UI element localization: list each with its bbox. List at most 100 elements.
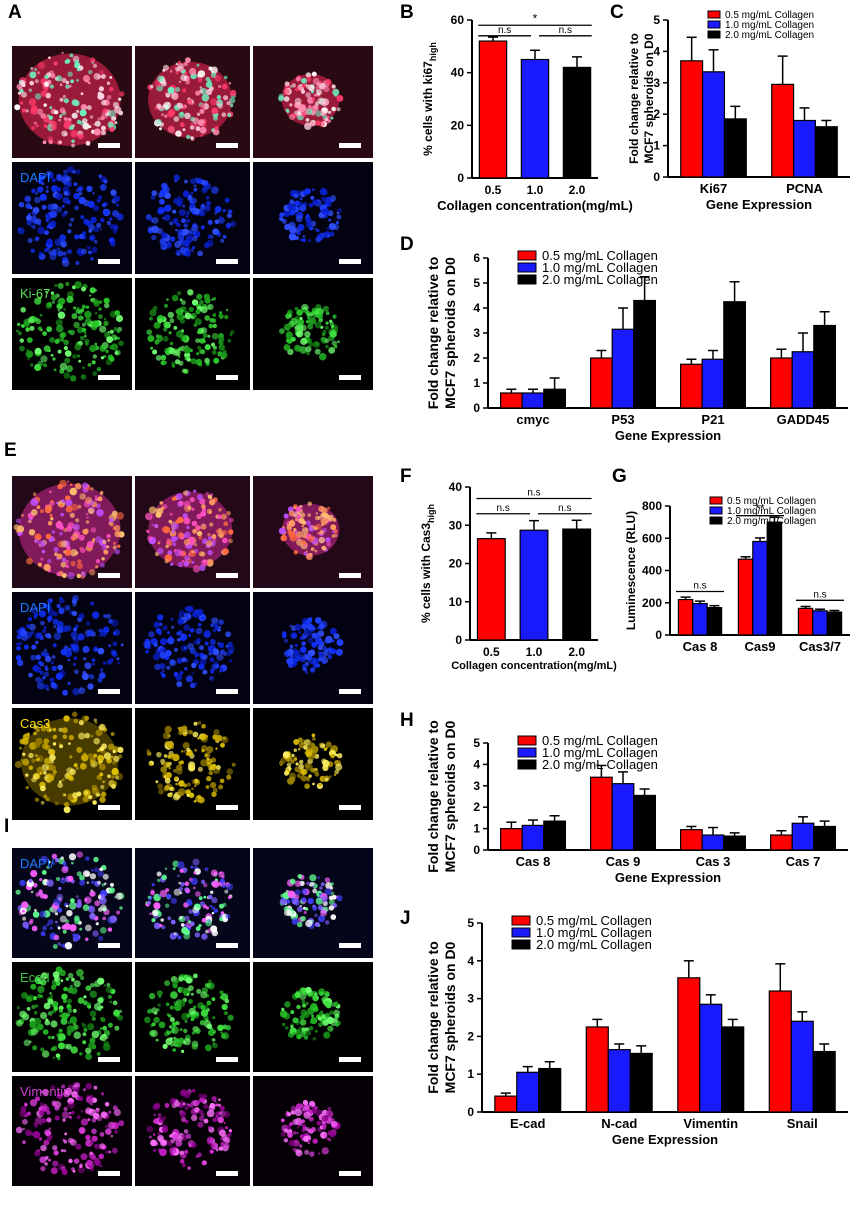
micrograph-e-yellow-2: [253, 708, 373, 820]
y-axis-label-line2: MCF7 spheroids on D0: [442, 257, 458, 409]
panel-letter-d: D: [400, 234, 414, 255]
bar-g: [812, 610, 828, 636]
micrograph-e-dapi-1: [135, 592, 250, 704]
category-label-b: 2.0: [569, 183, 586, 197]
y-tick-label-g: 800: [642, 499, 662, 513]
micrograph-a-dapi-1: [135, 162, 250, 274]
significance-label-b: n.s: [559, 25, 572, 36]
category-label-j: Vimentin: [683, 1116, 738, 1131]
y-tick-label-d: 4: [473, 301, 480, 315]
legend-label-h: 0.5 mg/mL Collagen: [542, 733, 658, 748]
y-tick-label-d: 0: [473, 401, 480, 415]
bar-f: [519, 529, 549, 641]
y-tick-label-j: 4: [467, 954, 474, 968]
scale-bar: [216, 1057, 238, 1062]
category-label-g: Cas 8: [683, 639, 718, 654]
bar-f: [562, 528, 592, 641]
legend-swatch-h: [517, 759, 537, 770]
micrograph-a-dapi-0: DAPI: [12, 162, 132, 274]
scale-bar: [98, 689, 120, 694]
y-tick-label-f: 30: [449, 518, 463, 532]
bar-d: [701, 358, 725, 409]
micrograph-i-magenta-1: [135, 1076, 250, 1186]
bar-d: [500, 392, 523, 409]
legend-swatch-d: [517, 250, 537, 261]
scale-bar: [216, 1171, 238, 1176]
legend-label-g: 2.0 mg/mL Collagen: [727, 516, 816, 527]
bar-d: [791, 351, 815, 409]
scale-bar: [339, 259, 361, 264]
bar-h: [679, 829, 703, 851]
y-axis-label-f: % cells with Cas3high: [419, 504, 436, 623]
y-tick-label-b: 20: [451, 118, 465, 132]
channel-label: Cas3: [20, 716, 51, 731]
y-tick-label-h: 0: [473, 843, 480, 857]
y-tick-label-b: 40: [451, 66, 465, 80]
panel-letter-c: C: [610, 2, 624, 23]
y-tick-label-f: 10: [449, 595, 463, 609]
y-tick-label-j: 5: [467, 916, 474, 930]
micrograph-e-merge2-2: [253, 476, 373, 588]
x-axis-label-j: Gene Expression: [612, 1132, 718, 1147]
legend-swatch-d: [517, 274, 537, 285]
y-axis-label-line2: MCF7 spheroids on D0: [642, 33, 656, 163]
bar-j: [629, 1052, 653, 1113]
panel-letter-i: I: [4, 816, 10, 837]
scale-bar: [339, 143, 361, 148]
bar-h: [791, 822, 815, 851]
scale-bar: [216, 805, 238, 810]
y-tick-label-j: 2: [467, 1029, 474, 1043]
y-tick-label-c: 1: [653, 139, 660, 153]
y-tick-label-j: 0: [467, 1105, 474, 1119]
y-tick-label-c: 3: [653, 76, 660, 90]
y-axis-label-line1: Fold change relative to: [627, 33, 641, 164]
y-tick-label-d: 5: [473, 276, 480, 290]
significance-label-f: n.s: [497, 503, 510, 514]
micrograph-e-merge2-1: [135, 476, 250, 588]
bar-j: [812, 1050, 836, 1113]
bar-h: [701, 834, 725, 851]
y-tick-label-f: 20: [449, 557, 463, 571]
bar-g: [692, 602, 708, 636]
scale-bar: [98, 259, 120, 264]
bar-d: [589, 357, 613, 409]
y-tick-label-b: 60: [451, 13, 465, 27]
bar-b: [562, 66, 592, 179]
category-label-j: N-cad: [601, 1116, 637, 1131]
micrograph-e-merge2-0: [12, 476, 132, 588]
bar-h: [500, 827, 523, 851]
y-axis-label-line1: Fold change relative to: [425, 257, 441, 409]
legend-swatch-j: [511, 915, 531, 926]
panel-letter-j: J: [400, 908, 411, 929]
legend-label-j: 0.5 mg/mL Collagen: [536, 913, 652, 928]
scale-bar: [339, 375, 361, 380]
bar-h: [769, 834, 793, 851]
bar-h: [611, 783, 635, 851]
micrograph-i-magenta-0: Vimentin: [12, 1076, 132, 1186]
x-axis-label-h: Gene Expression: [615, 870, 721, 885]
channel-label: DAPI: [20, 170, 51, 185]
category-label-f: 2.0: [568, 645, 585, 659]
bar-h: [723, 835, 746, 851]
category-label-c: Ki67: [700, 181, 727, 196]
bar-j: [538, 1067, 562, 1113]
bar-j: [677, 977, 701, 1113]
bar-j: [768, 990, 792, 1113]
y-tick-label-b: 0: [457, 171, 464, 185]
legend-swatch-j: [511, 927, 531, 938]
bar-j: [516, 1071, 540, 1113]
scale-bar: [98, 375, 120, 380]
y-axis-label-g: Luminescence (RLU): [624, 511, 638, 630]
category-label-h: Cas 7: [786, 854, 821, 869]
category-label-d: cmyc: [516, 412, 549, 427]
scale-bar: [98, 573, 120, 578]
bar-d: [769, 357, 793, 409]
bar-j: [494, 1095, 518, 1113]
y-tick-label-g: 400: [642, 564, 662, 578]
bar-c: [701, 71, 726, 178]
legend-swatch-c: [707, 20, 721, 29]
y-axis-label-sub: high: [426, 504, 436, 523]
scale-bar: [339, 943, 361, 948]
category-label-g: Cas9: [744, 639, 775, 654]
scale-bar: [98, 805, 120, 810]
